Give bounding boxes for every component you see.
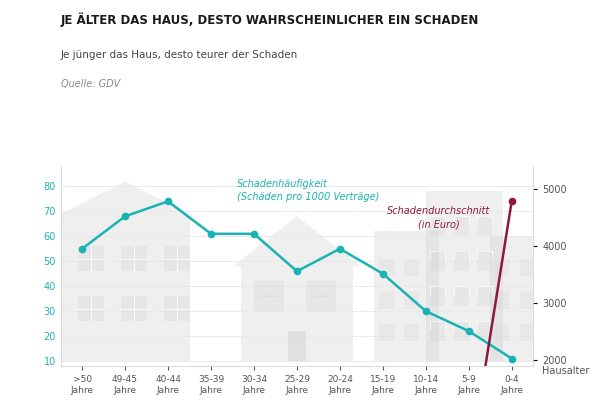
Bar [478, 251, 493, 271]
Polygon shape [56, 181, 194, 216]
Bar [490, 236, 554, 361]
Text: Je jünger das Haus, desto teurer der Schaden: Je jünger das Haus, desto teurer der Sch… [61, 50, 298, 60]
Bar [379, 259, 394, 276]
Bar [430, 321, 445, 341]
Bar [241, 266, 353, 361]
Bar [521, 259, 536, 276]
Text: Schadendurchschnitt
(in Euro): Schadendurchschnitt (in Euro) [387, 206, 490, 229]
Bar [478, 321, 493, 341]
Bar [288, 331, 305, 361]
Bar [404, 291, 419, 309]
Bar [454, 286, 469, 306]
Bar [379, 324, 394, 341]
Bar [61, 216, 190, 361]
Bar [78, 246, 104, 271]
Bar [478, 216, 493, 236]
Text: JE ÄLTER DAS HAUS, DESTO WAHRSCHEINLICHER EIN SCHADEN: JE ÄLTER DAS HAUS, DESTO WAHRSCHEINLICHE… [61, 12, 479, 27]
Bar [521, 291, 536, 309]
Text: Quelle: GDV: Quelle: GDV [61, 79, 120, 89]
Bar [121, 246, 147, 271]
Text: Hausalter: Hausalter [542, 366, 589, 376]
Bar [430, 286, 445, 306]
Circle shape [257, 295, 281, 297]
Text: Schadenhäufigkeit
(Schäden pro 1000 Verträge): Schadenhäufigkeit (Schäden pro 1000 Vert… [237, 179, 379, 202]
Bar [375, 231, 439, 361]
Bar [478, 286, 493, 306]
Circle shape [308, 295, 333, 297]
Bar [454, 321, 469, 341]
Bar [305, 281, 336, 311]
Bar [426, 191, 503, 361]
Bar [494, 259, 510, 276]
Polygon shape [233, 216, 361, 266]
Bar [254, 281, 284, 311]
Bar [404, 324, 419, 341]
Bar [164, 296, 190, 321]
Bar [454, 251, 469, 271]
Bar [404, 259, 419, 276]
Bar [494, 324, 510, 341]
Bar [379, 291, 394, 309]
Bar [430, 251, 445, 271]
Bar [78, 296, 104, 321]
Bar [121, 296, 147, 321]
Bar [521, 324, 536, 341]
Bar [494, 291, 510, 309]
Bar [430, 216, 445, 236]
Bar [454, 216, 469, 236]
Bar [164, 246, 190, 271]
